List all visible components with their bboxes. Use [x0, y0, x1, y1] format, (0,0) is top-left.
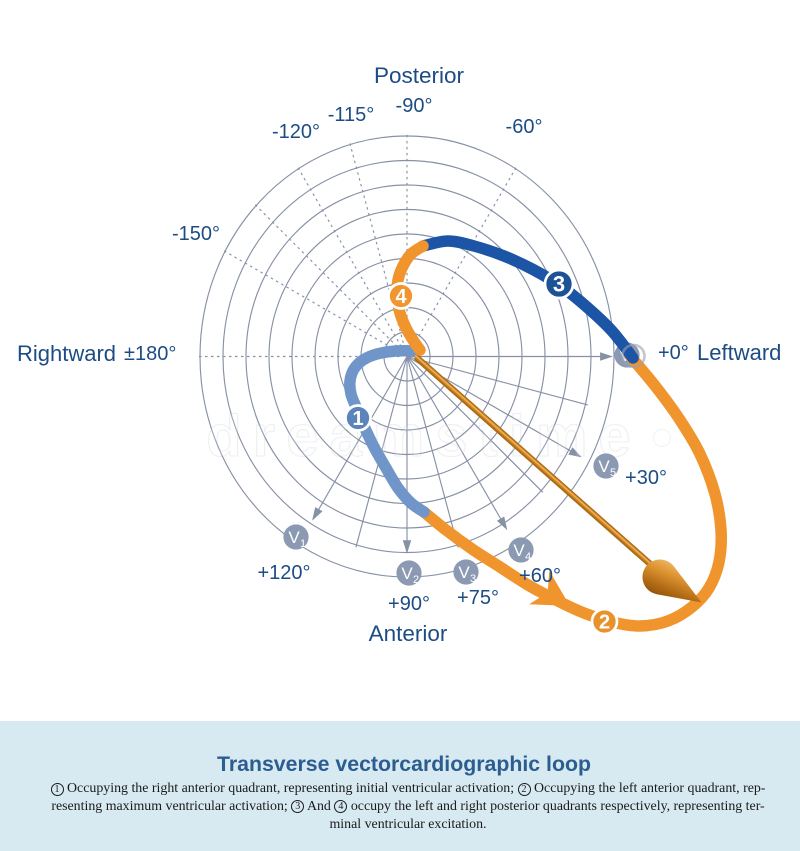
svg-text:-115°: -115° [328, 104, 375, 126]
svg-text:-120°: -120° [272, 121, 320, 143]
svg-text:1: 1 [300, 538, 306, 550]
svg-text:-60°: -60° [506, 116, 543, 138]
svg-text:Posterior: Posterior [374, 63, 465, 88]
svg-text:2: 2 [413, 574, 419, 586]
svg-text:V: V [598, 457, 610, 476]
svg-text:3: 3 [470, 573, 476, 585]
svg-text:-150°: -150° [172, 223, 220, 245]
svg-text:+30°: +30° [625, 467, 667, 489]
svg-text:V: V [458, 563, 470, 582]
svg-text:V: V [288, 528, 300, 547]
svg-text:Rightward: Rightward [17, 341, 116, 366]
svg-text:+90°: +90° [388, 593, 430, 615]
svg-text:dreamstime: dreamstime [206, 404, 642, 469]
svg-text:V: V [513, 541, 525, 560]
svg-text:3: 3 [553, 272, 565, 297]
svg-text:Anterior: Anterior [369, 621, 448, 646]
svg-text:-90°: -90° [396, 95, 433, 117]
svg-text:2: 2 [599, 612, 610, 634]
svg-text:+120°: +120° [257, 562, 310, 584]
svg-text:5: 5 [610, 467, 616, 479]
svg-text:1: 1 [352, 408, 363, 430]
svg-text:4: 4 [525, 551, 531, 563]
svg-text:+75°: +75° [457, 587, 499, 609]
svg-text:+60°: +60° [519, 565, 561, 587]
svg-text:4: 4 [395, 286, 407, 308]
svg-text:±180°: ±180° [124, 343, 176, 365]
svg-text:Leftward: Leftward [697, 340, 781, 365]
svg-text:+0°: +0° [658, 342, 689, 364]
svg-text:V: V [401, 564, 413, 583]
